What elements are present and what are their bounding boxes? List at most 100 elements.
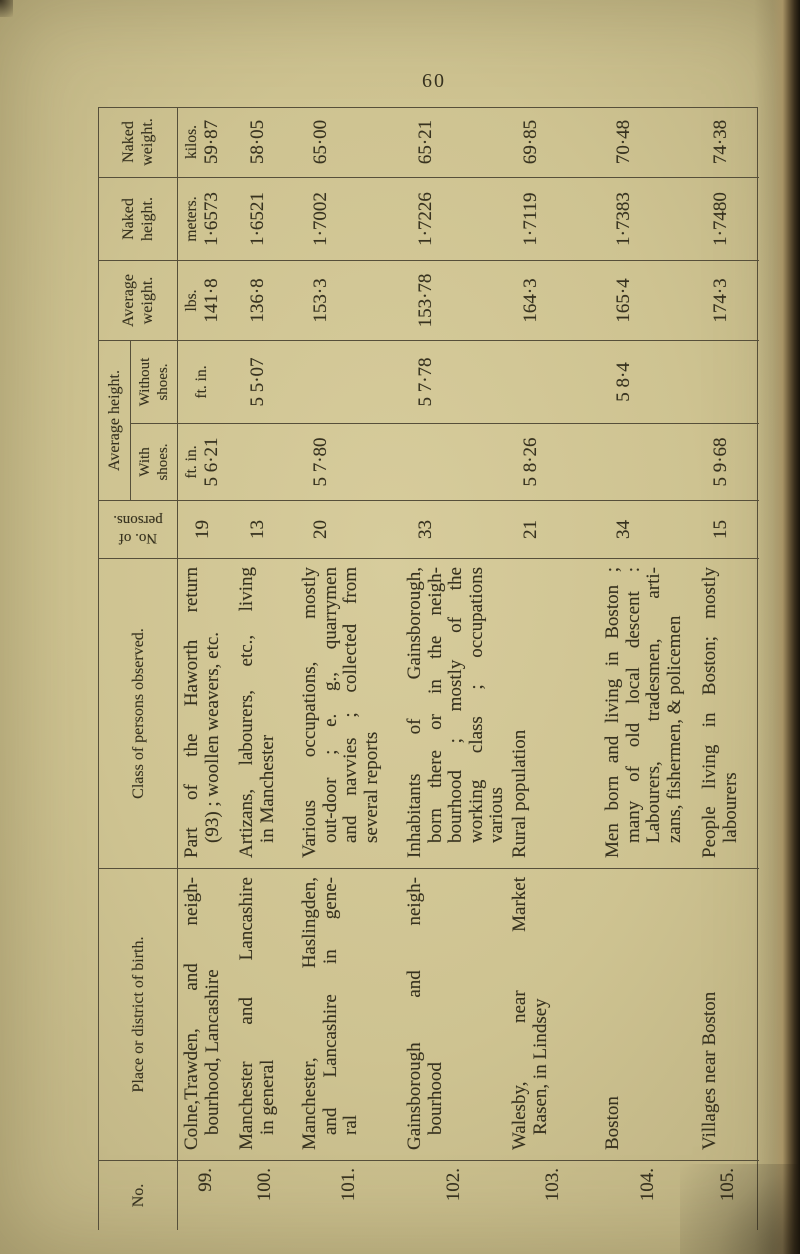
header-label: No. of xyxy=(118,530,158,547)
header-label: With xyxy=(137,447,153,477)
cell-naked-height: 1·7480 xyxy=(696,177,759,260)
cell-class-observed-line: in Manchester xyxy=(256,734,278,843)
cell-average-weight-value: 153·78 xyxy=(415,273,436,328)
header-naked-height: Naked height. xyxy=(99,177,178,260)
record-number: 100. xyxy=(253,1168,275,1202)
cell-height-with-shoes xyxy=(599,423,696,500)
cell-class-observed-line: working class ; occupations xyxy=(465,567,487,843)
cell-height-without-shoes-value: 5 8·4 xyxy=(613,362,634,402)
header-average-weight: Average weight. xyxy=(99,260,178,340)
cell-height-with-shoes-value: 5 7·80 xyxy=(310,437,331,487)
header-label: Average xyxy=(120,274,137,327)
record-number: 101. xyxy=(337,1168,359,1202)
cell-naked-weight: 65·00 xyxy=(296,107,401,177)
cell-average-weight-value: 165·4 xyxy=(613,278,634,323)
cell-place-line: ral xyxy=(340,1114,361,1135)
cell-height-with-shoes-value: ft. in. xyxy=(183,445,200,479)
cell-class-observed-line: Labourers, tradesmen, arti- xyxy=(643,567,664,843)
cell-place: Gainsborough and neigh-bourhood xyxy=(401,868,506,1160)
cell-class-observed: Artizans, labourers, etc., living in Manc… xyxy=(233,558,296,868)
header-naked-weight: Naked weight. xyxy=(99,107,178,177)
cell-average-weight: 153·78 xyxy=(401,260,506,340)
anthropometric-table: No. Place or district of birth. Class of p… xyxy=(98,107,759,1230)
header-label: Place or district of birth. xyxy=(129,936,147,1093)
cell-average-weight-value: lbs. xyxy=(183,289,200,312)
cell-place-line: and Lancashire in gene- xyxy=(319,877,341,1135)
cell-height-without-shoes: 5 5·07 xyxy=(233,340,296,423)
cell-naked-height: 1·7119 xyxy=(506,177,599,260)
header-no: No. xyxy=(99,1160,178,1230)
header-label: weight. xyxy=(139,118,156,166)
cell-no: 99. xyxy=(178,1160,233,1230)
cell-naked-weight-value: 70·48 xyxy=(613,119,634,165)
header-label: Naked xyxy=(120,121,137,163)
cell-naked-height-value: 1·6521 xyxy=(247,192,268,246)
cell-naked-weight: 74·38 xyxy=(696,107,759,177)
cell-class-observed-line: several reports xyxy=(360,731,382,843)
cell-naked-weight: 69·85 xyxy=(506,107,599,177)
corner-shadow xyxy=(680,1164,800,1254)
cell-no-of-persons: 21 xyxy=(506,500,599,558)
cell-naked-height: 1·7383 xyxy=(599,177,696,260)
cell-no: 103. xyxy=(506,1160,599,1230)
cell-class-observed-line: (93) ; woollen weavers, etc. xyxy=(201,631,223,843)
cell-place-line: bourhood, Lancashire xyxy=(201,969,223,1135)
cell-naked-height-value: 1·7002 xyxy=(310,192,331,246)
cell-average-weight: 174·3 xyxy=(696,260,759,340)
cell-place-line: Manchester and Lancashire xyxy=(236,877,257,1150)
cell-place-line: bourhood xyxy=(424,1062,446,1135)
cell-place-line: Gainsborough and neigh- xyxy=(404,877,425,1150)
cell-class-observed-line: Part of the Haworth return xyxy=(181,567,202,858)
header-label: Average height. xyxy=(106,370,123,471)
cell-naked-weight-value: 58·05 xyxy=(247,119,268,165)
cell-class-observed-line: many of old local descent : xyxy=(622,567,644,843)
cell-place: Boston xyxy=(599,868,696,1160)
cell-place: Manchester, Haslingden, and Lancashire in… xyxy=(296,868,401,1160)
cell-naked-weight: 58·05 xyxy=(233,107,296,177)
cell-no-of-persons: 33 xyxy=(401,500,506,558)
corner-mark xyxy=(0,0,13,17)
cell-no: 102. xyxy=(401,1160,506,1230)
cell-naked-height-value: meters. xyxy=(183,196,200,242)
cell-height-with-shoes: 5 8·26 xyxy=(506,423,599,500)
cell-no: 100. xyxy=(233,1160,296,1230)
cell-naked-weight: kilos. 59·87 xyxy=(178,107,233,177)
cell-class-observed-line: Men born and living in Boston ; xyxy=(602,567,623,858)
cell-height-with-shoes-value: 5 9·68 xyxy=(710,437,731,487)
cell-class-observed: People living in Boston; mostly labourers xyxy=(696,558,759,868)
cell-naked-weight: 65·21 xyxy=(401,107,506,177)
cell-no-of-persons-value: 20 xyxy=(310,520,331,539)
cell-height-without-shoes: ft. in. xyxy=(178,340,233,423)
cell-naked-height-value: 1·7480 xyxy=(710,192,731,246)
cell-class-observed-line: Rural population xyxy=(509,729,530,858)
cell-class-observed: Part of the Haworth return (93) ; woollen… xyxy=(178,558,233,868)
header-with-shoes: With shoes. xyxy=(131,423,178,500)
cell-class-observed-line: out-door ; e. g., quarrymen xyxy=(319,567,341,843)
cell-no-of-persons-value: 13 xyxy=(247,520,268,539)
cell-naked-weight-value: 59·87 xyxy=(201,119,222,165)
cell-height-with-shoes: ft. in. 5 6·21 xyxy=(178,423,233,500)
cell-naked-height: 1·7002 xyxy=(296,177,401,260)
cell-no: 101. xyxy=(296,1160,401,1230)
cell-naked-weight-value: 65·21 xyxy=(415,119,436,165)
cell-height-with-shoes-value: 5 6·21 xyxy=(201,437,222,487)
cell-naked-weight-value: 69·85 xyxy=(520,119,541,165)
cell-place-line: Walesby, near Market xyxy=(509,877,530,1150)
cell-class-observed-line: born there or in the neigh- xyxy=(424,567,446,843)
cell-class-observed: Various occupations, mostly out-door ; e.… xyxy=(296,558,401,868)
header-label: weight. xyxy=(139,276,156,325)
cell-naked-height-value: 1·7226 xyxy=(415,192,436,246)
cell-naked-weight-value: 65·00 xyxy=(310,119,331,165)
cell-place: Villages near Boston xyxy=(696,868,759,1160)
cell-average-weight: 136·8 xyxy=(233,260,296,340)
cell-average-weight: 153·3 xyxy=(296,260,401,340)
cell-no-of-persons-value: 33 xyxy=(415,520,436,539)
cell-average-weight: 164·3 xyxy=(506,260,599,340)
header-class-observed: Class of persons observed. xyxy=(99,558,178,868)
cell-class-observed-line: labourers xyxy=(719,772,741,843)
cell-place-line: Boston xyxy=(602,1096,623,1150)
cell-height-with-shoes: 5 7·80 xyxy=(296,423,401,500)
header-label: Naked xyxy=(120,198,137,240)
header-label: Class of persons observed. xyxy=(129,628,147,799)
